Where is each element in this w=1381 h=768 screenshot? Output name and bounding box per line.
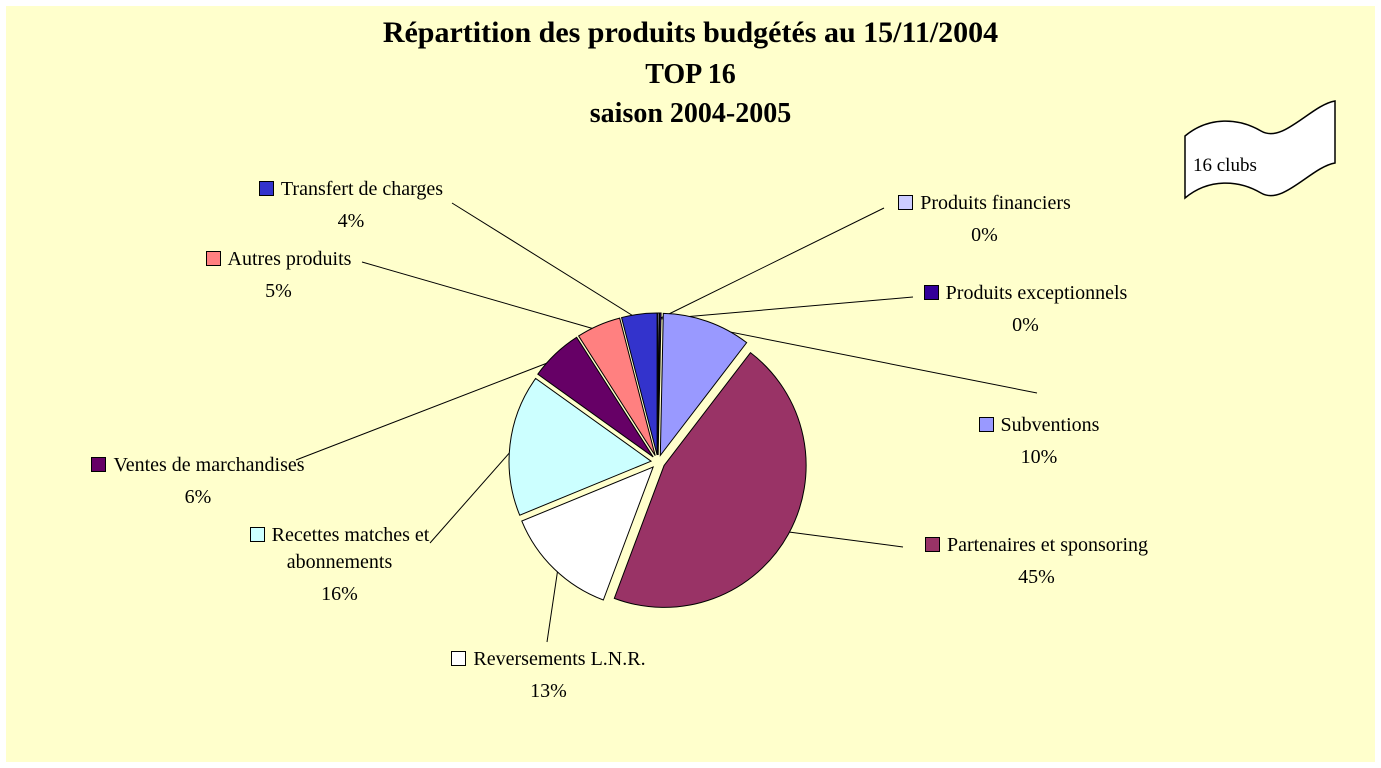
title-block: Répartition des produits budgétés au 15/… <box>6 16 1375 130</box>
pie-slice-partenaires-sponsoring <box>613 351 807 608</box>
legend-swatch-transfert-charges <box>258 181 274 196</box>
flag-text: 16 clubs <box>1193 155 1257 176</box>
label-produits-financiers: Produits financiers 0% <box>882 190 1087 249</box>
slice-label-text: Recettes matches et abonnements <box>271 524 430 573</box>
label-produits-exceptionnels: Produits exceptionnels 0% <box>908 280 1143 339</box>
leader-line-autres-produits <box>361 261 601 332</box>
pie-slice-transfert-charges <box>620 312 658 456</box>
legend-swatch-produits-financiers <box>898 195 914 210</box>
pie-slice-produits-exceptionnels <box>657 312 662 456</box>
slice-pct: 16% <box>321 583 358 605</box>
chart-title: Répartition des produits budgétés au 15/… <box>382 16 999 49</box>
pie-slice-reversements-lnr <box>521 466 654 601</box>
slice-label-text: Autres produits <box>227 248 352 270</box>
legend-swatch-ventes-marchandises <box>91 457 107 472</box>
pie-slice-subventions <box>659 312 748 457</box>
pie-slice-autres-produits <box>577 317 656 456</box>
chart-subtitle-top16: TOP 16 <box>645 59 736 90</box>
leader-line-reversements-lnr <box>546 564 559 643</box>
slice-label-text: Subventions <box>1000 414 1100 436</box>
legend-swatch-reversements-lnr <box>451 651 467 666</box>
legend-swatch-subventions <box>978 417 994 432</box>
slice-pct: 0% <box>1012 314 1039 336</box>
label-transfert-charges: Transfert de charges 4% <box>231 176 471 235</box>
slice-label-text: Reversements L.N.R. <box>473 648 646 670</box>
label-partenaires-sponsoring: Partenaires et sponsoring 45% <box>904 532 1169 591</box>
leader-line-produits-financiers <box>658 207 885 320</box>
slice-pct: 6% <box>184 486 212 508</box>
slice-pct: 5% <box>265 280 292 302</box>
label-reversements-lnr: Reversements L.N.R. 13% <box>426 646 671 705</box>
legend-swatch-partenaires-sponsoring <box>924 537 940 552</box>
pie-slice-recettes-matches <box>508 377 653 516</box>
slice-label-text: Partenaires et sponsoring <box>946 534 1149 556</box>
leader-line-produits-exceptionnels <box>660 296 914 320</box>
label-recettes-matches: Recettes matches et abonnements 16% <box>232 522 447 608</box>
label-subventions: Subventions 10% <box>954 412 1124 471</box>
slice-pct: 0% <box>971 224 998 246</box>
leader-line-recettes-matches <box>429 445 517 544</box>
label-ventes-marchandises: Ventes de marchandises 6% <box>78 452 318 511</box>
label-autres-produits: Autres produits 5% <box>186 246 371 305</box>
slice-pct: 13% <box>530 680 567 702</box>
slice-label-text: Produits exceptionnels <box>945 282 1128 304</box>
pie-slice-ventes-marchandises <box>537 336 654 458</box>
leader-line-ventes-marchandises <box>295 357 560 461</box>
legend-swatch-autres-produits <box>205 251 221 266</box>
chart-subtitle-season: saison 2004-2005 <box>589 98 792 129</box>
slice-label-text: Transfert de charges <box>280 178 444 200</box>
legend-swatch-recettes-matches <box>249 527 265 542</box>
legend-swatch-produits-exceptionnels <box>923 285 939 300</box>
leader-line-subventions <box>705 326 1038 394</box>
slice-label-text: Produits financiers <box>920 192 1071 214</box>
slice-pct: 10% <box>1020 446 1058 468</box>
flag-banner: 16 clubs <box>1184 100 1336 200</box>
slice-label-text: Ventes de marchandises <box>113 454 305 476</box>
leader-line-partenaires-sponsoring <box>783 530 904 548</box>
slice-pct: 4% <box>337 210 365 232</box>
pie-chart <box>295 202 1038 643</box>
slice-pct: 45% <box>1018 566 1055 588</box>
leader-line-transfert-charges <box>451 202 641 321</box>
flag-shape <box>1184 100 1336 200</box>
